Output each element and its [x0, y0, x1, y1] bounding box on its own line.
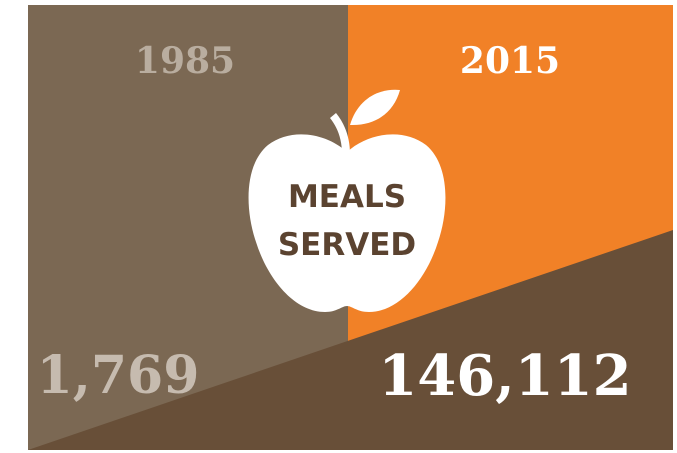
- apple-icon: [248, 89, 446, 312]
- apple-body: [248, 134, 446, 312]
- label-line1: MEALS: [288, 179, 406, 215]
- apple-stem: [330, 113, 350, 154]
- left-year: 1985: [135, 40, 235, 82]
- right-year: 2015: [460, 40, 560, 82]
- right-value: 146,112: [378, 343, 631, 409]
- label-line2: SERVED: [278, 227, 416, 263]
- left-value: 1,769: [37, 345, 200, 406]
- rising-wedge: [28, 230, 673, 450]
- apple-leaf: [350, 89, 400, 126]
